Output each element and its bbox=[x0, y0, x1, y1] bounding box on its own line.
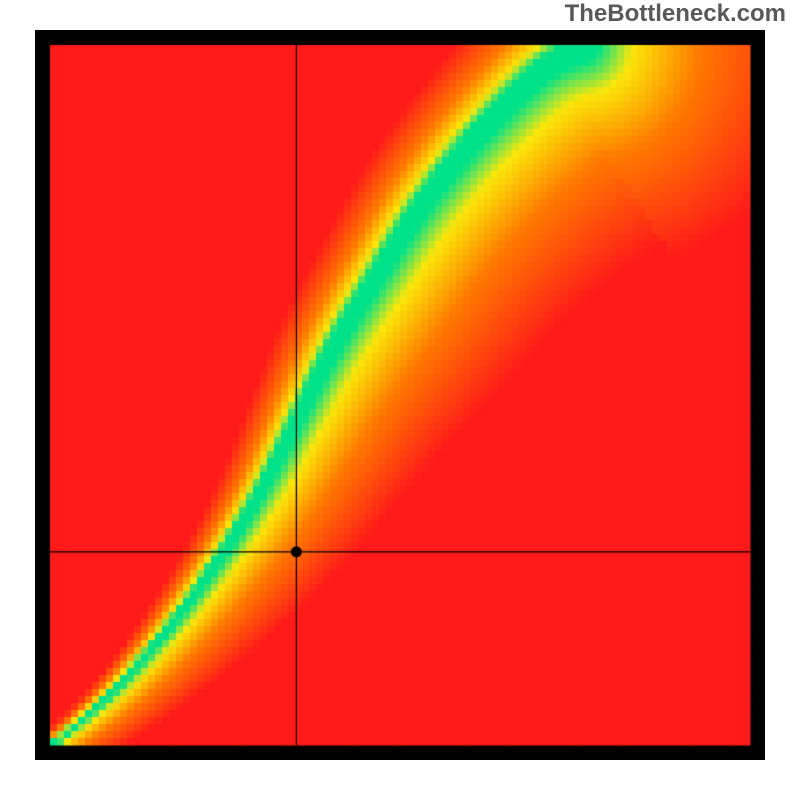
heatmap-plot bbox=[35, 30, 765, 760]
chart-container: TheBottleneck.com bbox=[0, 0, 800, 800]
heatmap-canvas bbox=[35, 30, 765, 760]
attribution-text: TheBottleneck.com bbox=[565, 0, 786, 28]
